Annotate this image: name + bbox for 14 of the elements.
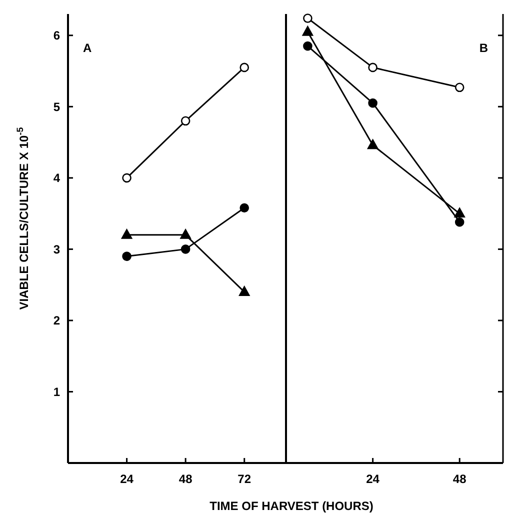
annotation: A — [83, 41, 92, 55]
y-tick-label: 2 — [53, 314, 60, 328]
x-tick-label: 24 — [120, 472, 134, 486]
x-tick-label: 24 — [366, 472, 380, 486]
y-tick-label: 1 — [53, 384, 60, 399]
annotation: B — [479, 41, 488, 55]
x-tick-label: 72 — [238, 472, 252, 486]
x-tick-label: 48 — [178, 472, 193, 486]
y-tick-label: 6 — [53, 28, 60, 43]
y-tick-label: 3 — [53, 242, 60, 256]
x-axis-title: TIME OF HARVEST (HOURS) — [210, 499, 374, 513]
x-tick-label: 48 — [452, 472, 467, 486]
y-tick-label: 5 — [53, 100, 60, 114]
y-tick-label: 4 — [53, 171, 60, 186]
